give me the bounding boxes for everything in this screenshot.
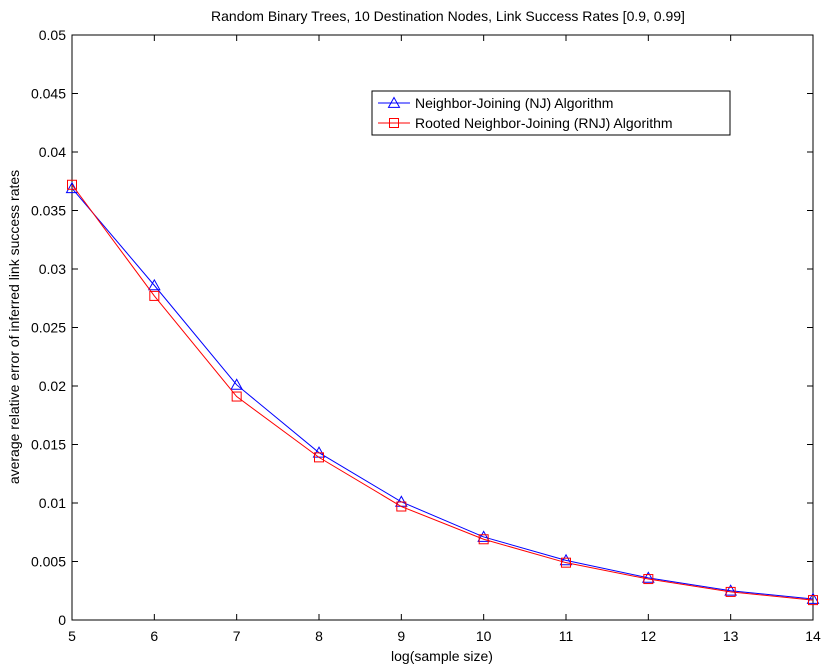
data-point-1 (643, 574, 654, 585)
legend-box (371, 90, 731, 136)
data-point-0 (559, 553, 573, 566)
legend: Neighbor-Joining (NJ) Algorithm Rooted Ne… (371, 90, 731, 136)
y-tick-label: 0 (58, 612, 66, 628)
data-point-1 (67, 179, 77, 190)
legend-item-0: Neighbor-Joining (NJ) Algorithm (378, 95, 613, 111)
legend-label-0: Neighbor-Joining (NJ) Algorithm (415, 95, 613, 111)
series-line-1 (71, 184, 814, 601)
y-tick-label: 0.05 (39, 27, 66, 43)
series-0 (65, 181, 820, 604)
y-tick-label: 0.035 (31, 203, 66, 219)
data-point-1 (808, 595, 818, 606)
y-tick-label: 0.025 (31, 320, 66, 336)
x-tick-label: 5 (68, 628, 76, 644)
legend-marker-0 (387, 96, 401, 108)
y-tick-label: 0.02 (39, 378, 66, 394)
y-tick-label: 0.045 (31, 86, 66, 102)
data-point-1 (478, 534, 489, 545)
x-tick-label: 14 (805, 628, 821, 644)
x-tick-label: 8 (315, 628, 323, 644)
data-point-1 (561, 557, 571, 568)
y-tick-label: 0.01 (39, 495, 66, 511)
data-point-0 (477, 530, 491, 542)
y-axis-label: average relative error of inferred link … (6, 170, 22, 484)
legend-marker-1 (389, 118, 399, 128)
y-tick-label: 0.015 (31, 437, 66, 453)
y-tick-label: 0.03 (39, 261, 66, 277)
x-tick-label: 13 (723, 628, 739, 644)
x-tick-label: 10 (476, 628, 492, 644)
data-point-0 (724, 584, 738, 596)
series-1 (67, 179, 818, 606)
data-point-0 (230, 378, 244, 390)
chart-title: Random Binary Trees, 10 Destination Node… (211, 8, 685, 24)
y-tick-label: 0.04 (39, 144, 66, 160)
x-tick-label: 7 (233, 628, 241, 644)
x-tick-label: 9 (397, 628, 405, 644)
data-point-0 (641, 571, 655, 583)
x-tick-label: 6 (150, 628, 158, 644)
data-point-1 (149, 290, 160, 301)
series-line-0 (71, 187, 814, 600)
legend-item-1: Rooted Neighbor-Joining (RNJ) Algorithm (378, 115, 673, 131)
data-point-0 (806, 592, 820, 604)
series-layer (65, 179, 820, 606)
data-point-1 (396, 501, 407, 512)
ticks-layer: 5 6 7 8 9 10 11 12 13 14 0 0.005 0.01 0.015 0.02 0.025 0… (31, 27, 821, 644)
x-axis-label: log(sample size) (391, 648, 493, 664)
data-point-1 (231, 391, 242, 402)
y-tick-label: 0.005 (31, 554, 66, 570)
x-tick-label: 11 (559, 628, 574, 644)
data-point-1 (314, 452, 324, 463)
legend-items: Neighbor-Joining (NJ) Algorithm Rooted Ne… (378, 95, 673, 131)
data-point-0 (147, 278, 161, 291)
data-point-1 (725, 586, 736, 597)
x-tick-label: 12 (641, 628, 657, 644)
legend-label-1: Rooted Neighbor-Joining (RNJ) Algorithm (415, 115, 673, 131)
